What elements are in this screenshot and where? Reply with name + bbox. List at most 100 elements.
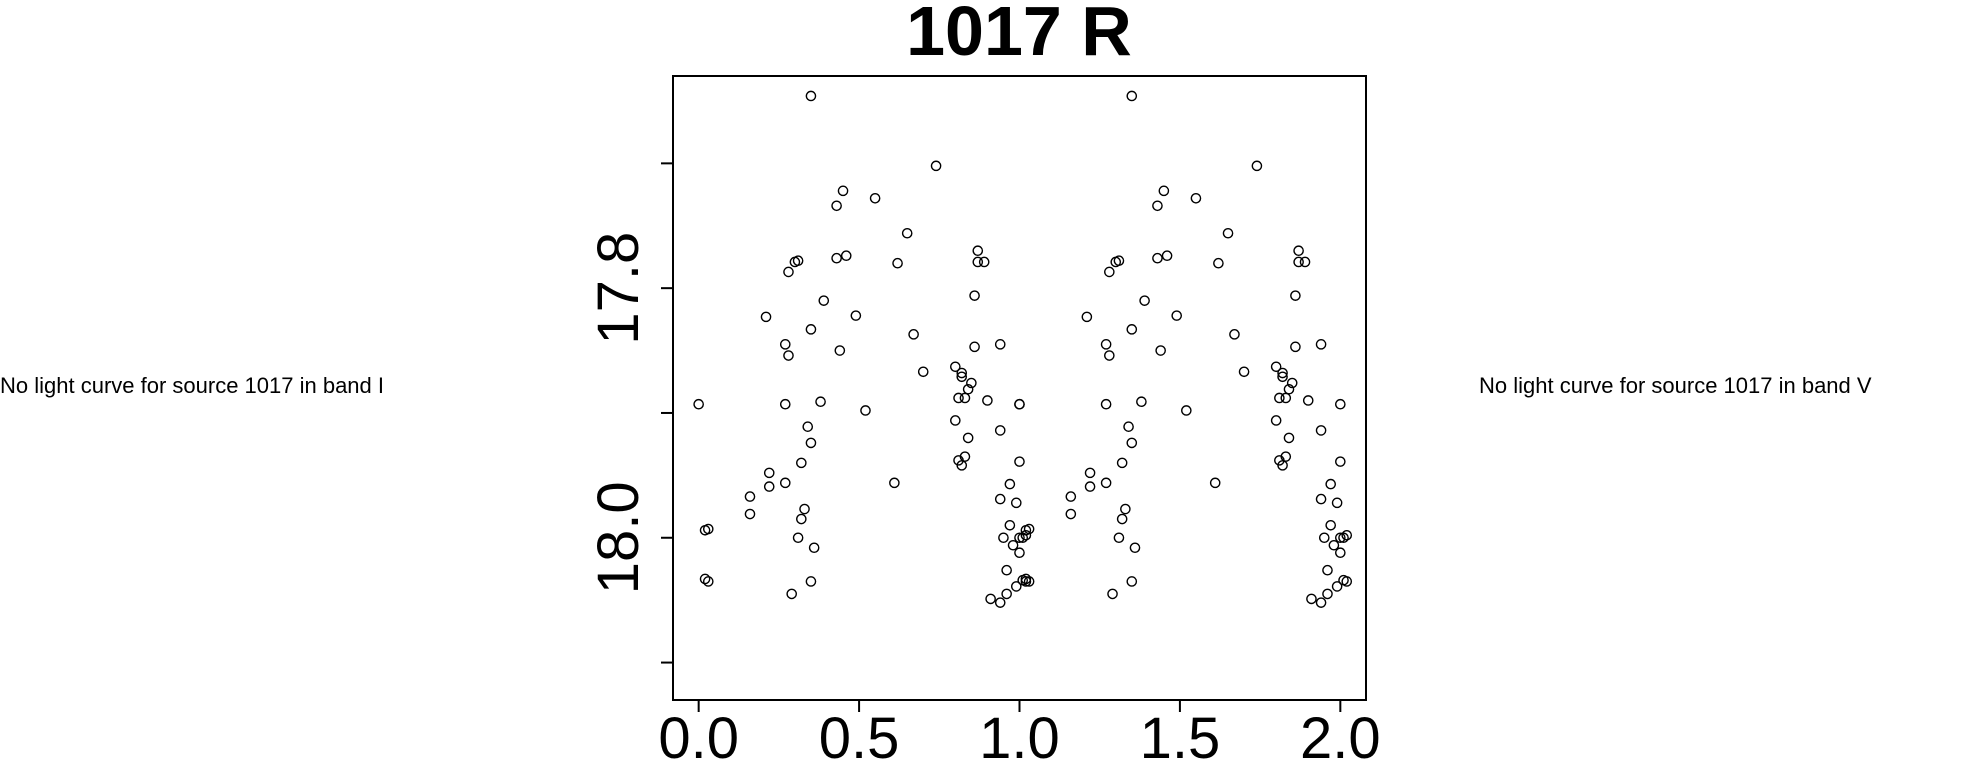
data-point	[1084, 467, 1096, 479]
data-point	[1341, 576, 1353, 587]
data-point	[892, 257, 903, 269]
data-point	[1065, 508, 1077, 520]
data-point	[1331, 581, 1343, 592]
data-point	[889, 477, 900, 489]
data-point	[1280, 451, 1292, 462]
data-point	[1290, 290, 1301, 301]
data-point	[972, 256, 984, 268]
data-point	[969, 341, 980, 353]
data-point	[1299, 256, 1311, 268]
data-point	[994, 493, 1006, 505]
data-point	[796, 457, 807, 469]
data-point	[783, 350, 794, 361]
data-point	[1126, 437, 1138, 449]
data-point	[834, 345, 846, 356]
data-point	[1315, 493, 1327, 505]
data-point	[972, 245, 984, 257]
data-point	[1014, 456, 1025, 467]
data-point	[994, 597, 1006, 608]
data-point	[1113, 532, 1125, 544]
data-point	[1123, 421, 1134, 432]
x-tick-label: 0.0	[658, 706, 739, 759]
data-point	[1322, 588, 1333, 600]
data-point	[1014, 532, 1025, 544]
data-point	[1328, 539, 1340, 551]
data-point	[792, 255, 804, 267]
data-point	[1152, 200, 1163, 212]
data-point	[1100, 339, 1112, 350]
data-point	[1100, 477, 1112, 489]
data-point	[994, 339, 1006, 350]
data-point	[1065, 491, 1077, 502]
data-point	[1238, 366, 1250, 378]
data-point	[1081, 311, 1093, 323]
data-point	[792, 532, 804, 544]
data-point	[786, 588, 798, 600]
x-tick-label: 2.0	[1300, 706, 1381, 759]
data-point	[818, 295, 830, 306]
data-point	[1274, 392, 1285, 404]
data-point	[908, 329, 919, 340]
data-point	[1315, 597, 1327, 608]
data-point	[1107, 588, 1118, 600]
data-point	[1283, 432, 1295, 444]
data-point	[1318, 532, 1330, 544]
data-point	[1335, 398, 1346, 410]
data-point	[1007, 539, 1019, 551]
data-point	[1293, 245, 1304, 257]
data-point	[808, 542, 820, 554]
data-point	[763, 481, 775, 492]
data-point	[1270, 415, 1282, 426]
data-point	[1283, 383, 1295, 395]
data-point	[805, 437, 817, 449]
data-point	[831, 252, 842, 264]
data-point	[1116, 457, 1128, 469]
data-point	[1229, 329, 1240, 340]
data-point	[1126, 576, 1138, 587]
data-point	[1010, 581, 1022, 592]
y-tick-label: 17.8	[586, 232, 651, 345]
chart-title: 1017 R	[906, 0, 1132, 70]
no-light-curve-band-i-message: No light curve for source 1017 in band I	[0, 373, 385, 398]
data-point	[962, 383, 974, 395]
data-point	[779, 398, 791, 410]
data-point	[1152, 252, 1163, 264]
data-point	[1120, 503, 1131, 515]
data-point	[985, 593, 996, 605]
data-point	[1251, 160, 1263, 172]
data-point	[1293, 256, 1304, 268]
data-point	[982, 395, 993, 406]
data-point	[1023, 523, 1035, 535]
data-point	[850, 310, 862, 321]
data-point	[1001, 588, 1012, 600]
data-point	[1023, 576, 1035, 587]
data-point	[744, 508, 756, 520]
data-point	[693, 398, 704, 410]
data-point	[1014, 398, 1025, 410]
data-point	[1209, 477, 1221, 489]
data-point	[959, 451, 971, 462]
data-point	[1290, 341, 1301, 353]
data-point	[1315, 425, 1327, 436]
data-point	[1171, 310, 1183, 321]
data-point	[802, 421, 814, 432]
data-point	[702, 576, 714, 587]
data-point	[815, 396, 826, 408]
data-point	[1017, 532, 1029, 544]
data-point	[1190, 193, 1202, 204]
data-point	[1020, 576, 1032, 587]
data-point	[959, 392, 971, 404]
data-point	[1104, 266, 1115, 278]
data-point	[699, 573, 711, 585]
data-point	[1113, 255, 1125, 267]
data-point	[1341, 529, 1353, 541]
data-point	[1331, 497, 1343, 509]
data-point	[860, 405, 871, 416]
data-point	[1213, 257, 1224, 269]
data-point	[1338, 532, 1349, 544]
data-point	[998, 532, 1009, 544]
data-point	[779, 339, 791, 350]
data-point	[1222, 227, 1234, 239]
data-point	[1155, 345, 1166, 356]
data-point	[779, 477, 791, 489]
